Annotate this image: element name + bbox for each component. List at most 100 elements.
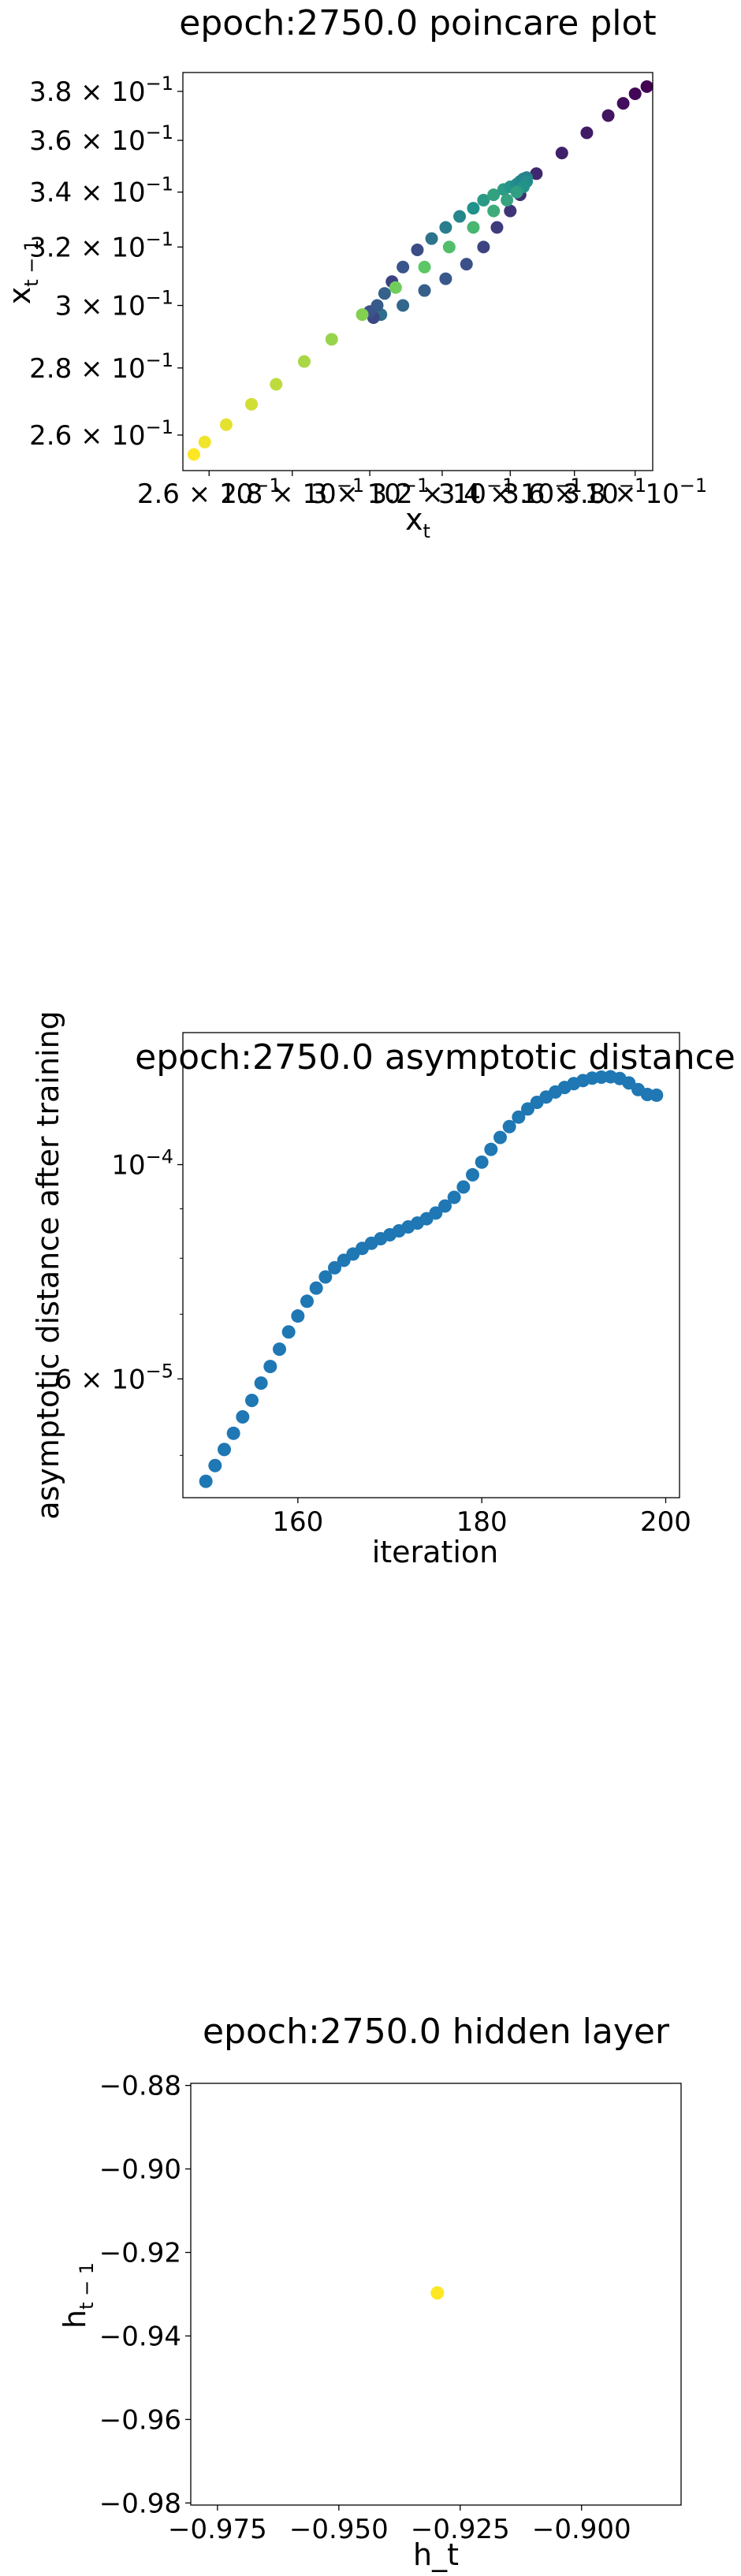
x-tick-label-mantissa: 3 × 10 <box>311 478 401 510</box>
x-tick-label: 3 × 10−1 <box>311 475 429 510</box>
plot-frame <box>182 72 653 471</box>
data-point <box>628 87 642 100</box>
x-tick-label-exponent: −1 <box>253 475 281 497</box>
data-point <box>397 299 410 312</box>
data-point <box>530 167 543 181</box>
data-point <box>270 378 283 391</box>
data-point <box>430 2286 445 2300</box>
data-point <box>254 1376 268 1390</box>
y-tick-label: 3.4 × 10−1 <box>29 173 173 209</box>
x-tick-label-mantissa: 2.6 × 10 <box>137 478 253 510</box>
y-tick-label: 3.2 × 10−1 <box>29 228 173 263</box>
x-tick-label-exponent: −1 <box>337 475 364 497</box>
y-axis-label: asymptotic distance after training <box>31 1011 65 1520</box>
x-tick-label-exponent: −1 <box>486 475 514 497</box>
data-point <box>418 284 431 297</box>
data-point <box>640 80 653 93</box>
x-tick-label-mantissa: 3.6 × 10 <box>502 478 618 510</box>
y-tick-label-exponent: −1 <box>146 416 173 438</box>
data-point <box>397 260 410 274</box>
data-point <box>273 1342 286 1357</box>
data-point <box>487 188 501 202</box>
chart-title: epoch:2750.0 hidden layer <box>203 2012 670 2052</box>
x-tick-label-mantissa: 2.8 × 10 <box>220 478 336 510</box>
data-point <box>356 308 369 322</box>
y-tick-label: −0.96 <box>99 2404 181 2436</box>
y-tick-label: −0.98 <box>99 2488 181 2519</box>
data-point <box>442 240 456 254</box>
data-point <box>218 1442 231 1457</box>
x-tick-label-mantissa: 3.8 × 10 <box>563 478 679 510</box>
x-axis-label: xt <box>405 502 430 542</box>
data-point <box>650 1088 664 1102</box>
data-point <box>318 1270 333 1284</box>
x-axis-label: h_t <box>413 2537 459 2572</box>
y-tick-label-mantissa: 3.8 × 10 <box>29 76 145 108</box>
x-tick-label: 3.2 × 10−1 <box>370 475 515 510</box>
y-tick-label-mantissa: 3 × 10 <box>55 291 146 322</box>
y-tick-label: 6 × 10−5 <box>55 1360 173 1395</box>
data-point <box>236 1410 250 1424</box>
data-point <box>510 185 523 199</box>
data-point <box>411 243 424 256</box>
data-point <box>447 1190 461 1204</box>
data-point <box>429 1206 443 1220</box>
y-tick-label: 3 × 10−1 <box>55 287 173 322</box>
data-point <box>226 1426 240 1440</box>
y-tick-label-mantissa: 3.2 × 10 <box>29 232 145 263</box>
y-tick-label: −0.94 <box>99 2321 181 2352</box>
y-tick-label-exponent: −1 <box>146 73 173 95</box>
y-tick-label-mantissa: 2.8 × 10 <box>29 353 145 385</box>
data-point <box>425 232 438 245</box>
x-tick-label: 200 <box>640 1506 691 1538</box>
x-axis-label-subscript: t <box>423 520 430 542</box>
data-point <box>580 126 594 140</box>
data-point <box>475 1155 489 1169</box>
chart-title: epoch:2750.0 asymptotic distance <box>135 1037 735 1078</box>
data-point <box>244 397 258 411</box>
y-tick-label: 3.6 × 10−1 <box>29 121 173 157</box>
x-tick-label: 3.4 × 10−1 <box>438 475 583 510</box>
data-point <box>484 1142 498 1156</box>
y-tick-label-exponent: −4 <box>146 1146 173 1168</box>
data-point <box>477 240 490 254</box>
y-tick-label-mantissa: 3.4 × 10 <box>29 177 145 209</box>
data-point <box>291 1309 305 1323</box>
data-point <box>198 435 211 449</box>
hidden-layer-chart: epoch:2750.0 hidden layer −0.88 −0.90 −0.92… <box>58 2012 682 2572</box>
y-tick-label-mantissa: 6 × 10 <box>55 1364 146 1395</box>
data-point <box>389 281 402 294</box>
data-point <box>325 333 338 346</box>
data-point <box>297 355 311 368</box>
y-tick-label-mantissa: 2.6 × 10 <box>29 420 145 452</box>
data-point <box>219 418 233 431</box>
y-tick-label-exponent: −1 <box>146 173 173 195</box>
data-point <box>245 1394 259 1408</box>
x-tick-label: −0.950 <box>289 2514 389 2545</box>
plot-frame <box>190 2083 682 2506</box>
x-tick-label-exponent: −1 <box>554 475 582 497</box>
data-point <box>555 147 568 160</box>
data-point <box>493 1130 507 1145</box>
y-tick-label-exponent: −1 <box>146 349 173 371</box>
data-point <box>456 1180 471 1194</box>
y-tick-label: 2.8 × 10−1 <box>29 349 173 385</box>
x-tick-label: −0.900 <box>532 2514 631 2545</box>
y-axis-label: ht − 1 <box>58 2262 98 2328</box>
x-tick-label: 3.6 × 10−1 <box>502 475 646 510</box>
data-point <box>378 287 391 300</box>
y-tick-label: 3.8 × 10−1 <box>29 73 173 108</box>
y-tick-label-exponent: −1 <box>146 287 173 309</box>
x-tick-label: 3.8 × 10−1 <box>563 475 707 510</box>
data-point <box>502 1119 516 1134</box>
x-tick-label-mantissa: 3.4 × 10 <box>438 478 554 510</box>
y-tick-label: −0.90 <box>99 2154 181 2186</box>
data-point <box>300 1294 314 1308</box>
y-tick-label-mantissa: 10 <box>111 1150 145 1182</box>
asymptotic-distance-chart: epoch:2750.0 asymptotic distance 10−4 6 × … <box>31 1011 735 1569</box>
data-point <box>439 272 452 285</box>
y-tick-label: −0.88 <box>99 2071 181 2102</box>
x-tick-label: −0.975 <box>168 2514 267 2545</box>
